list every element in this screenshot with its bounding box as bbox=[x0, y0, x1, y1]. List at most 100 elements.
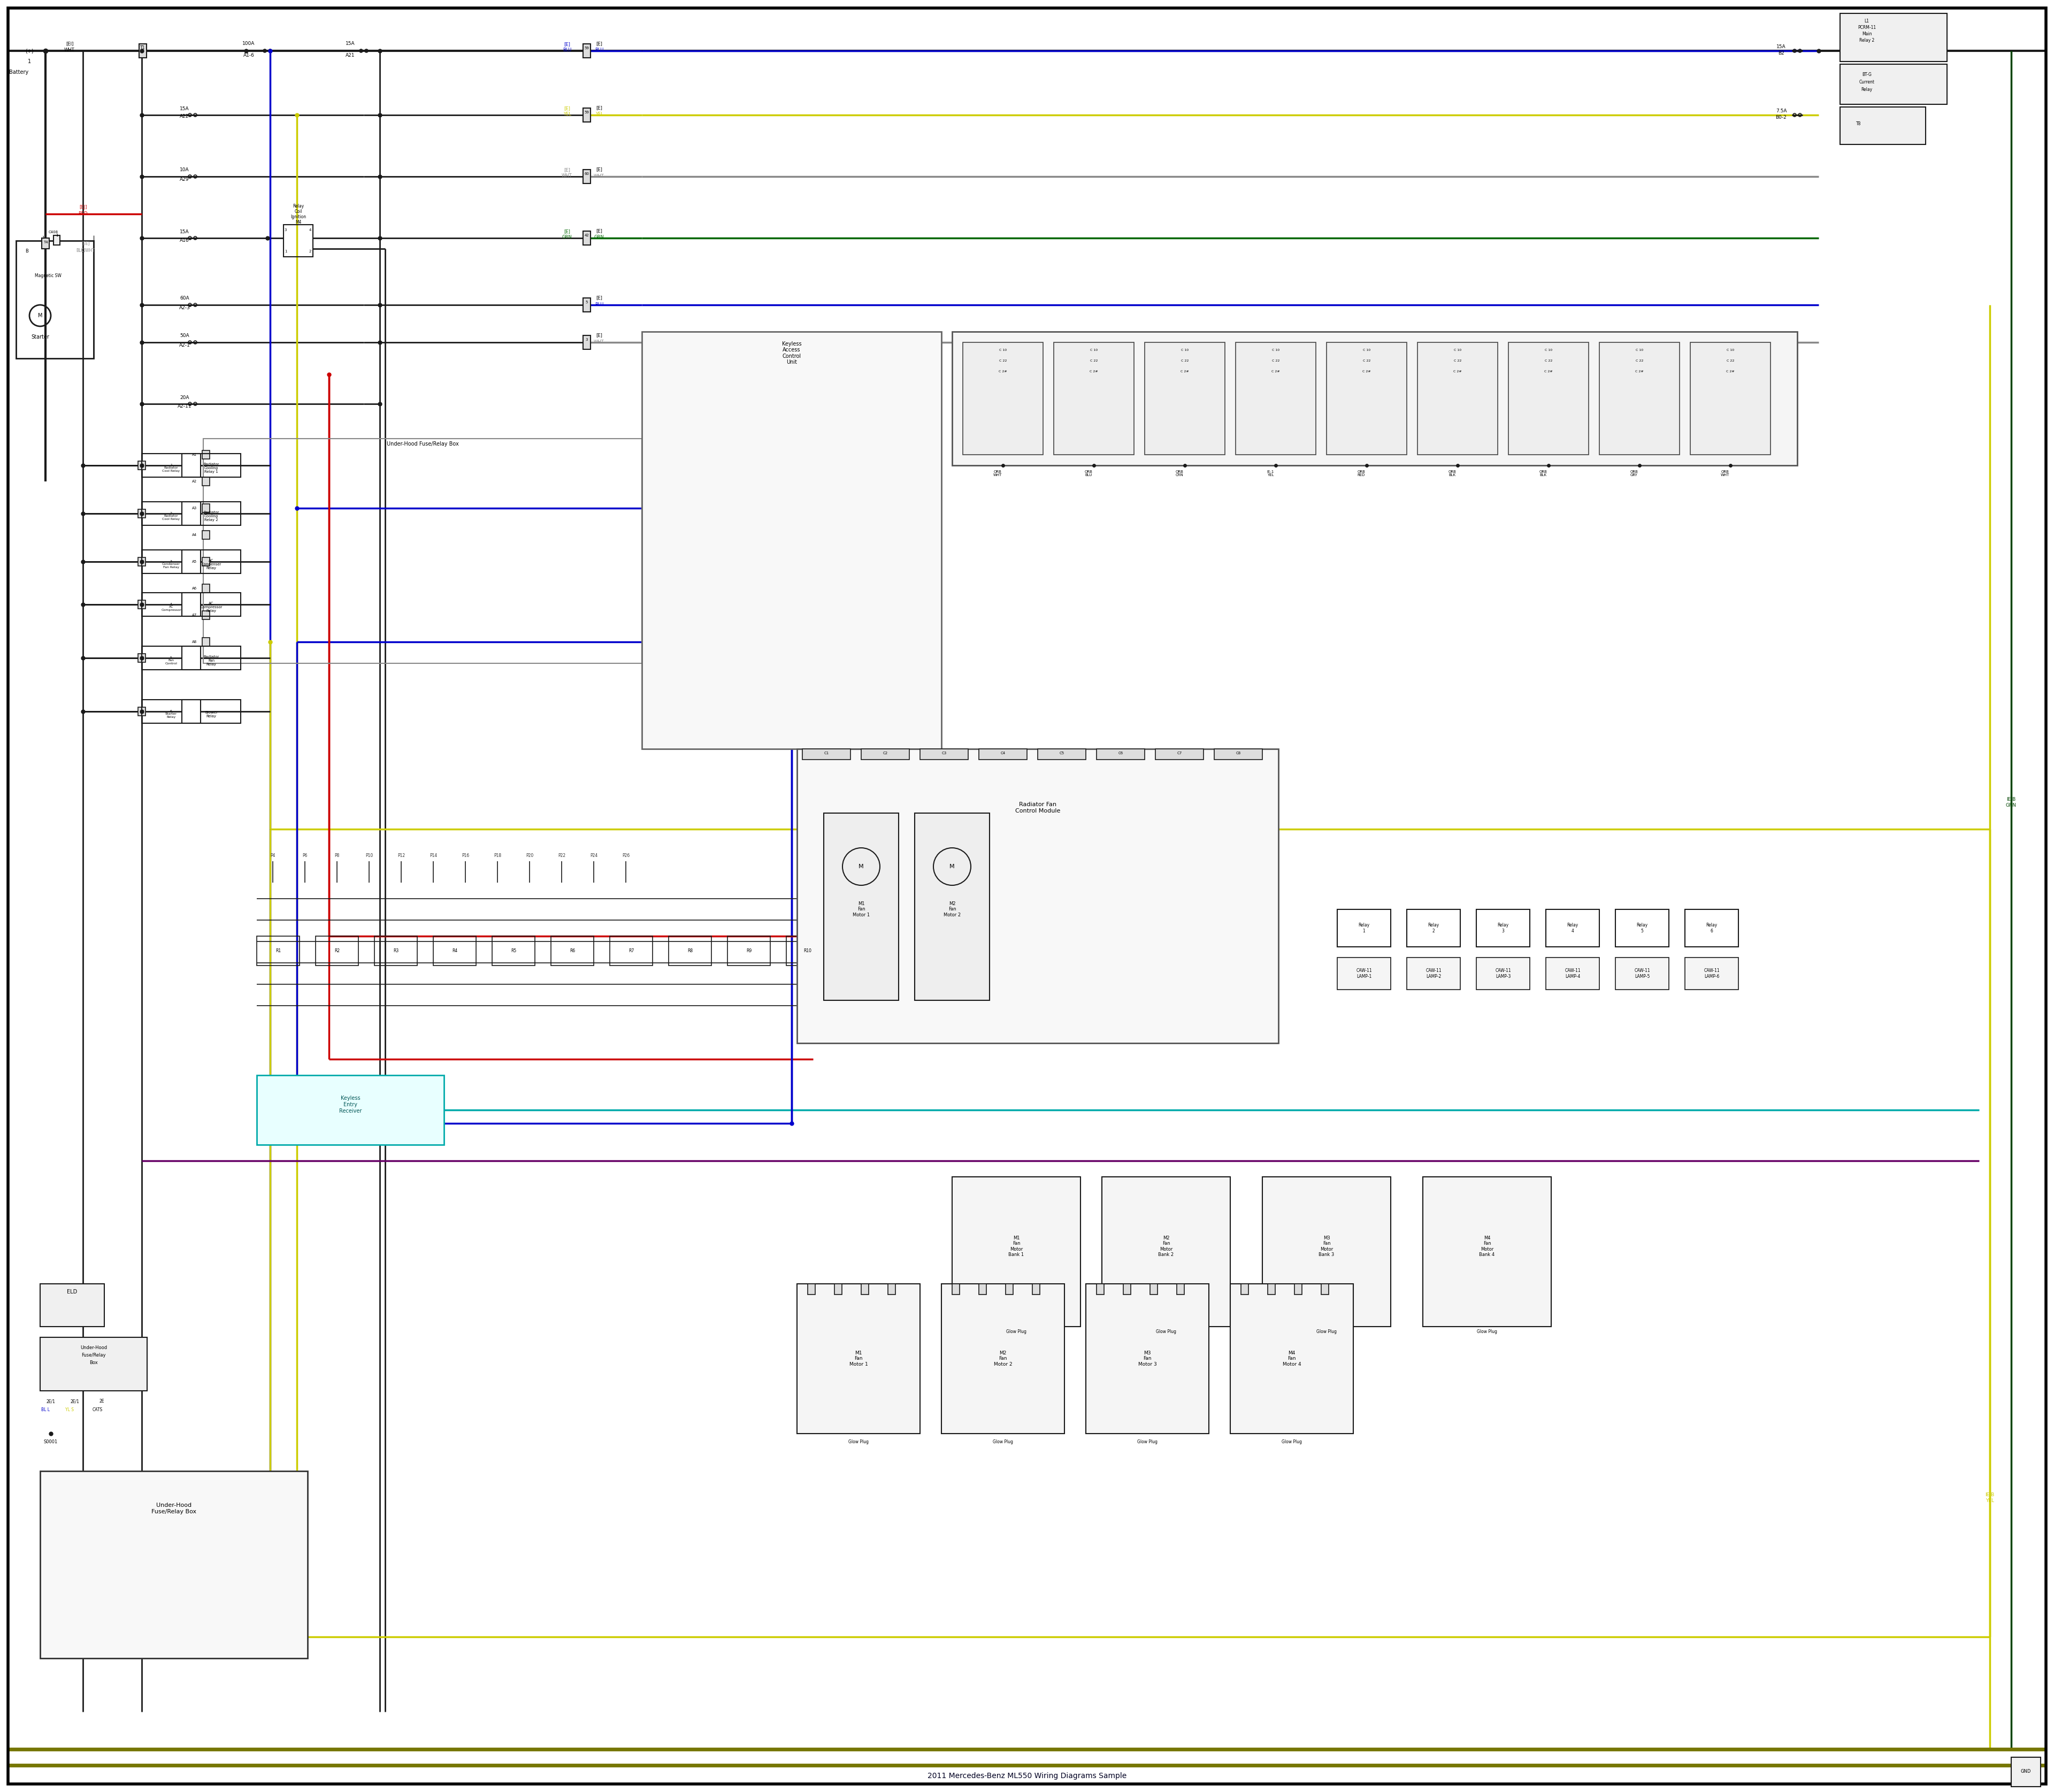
Bar bbox=[787, 935, 830, 966]
Text: C 2#: C 2# bbox=[1091, 371, 1099, 373]
Text: R2: R2 bbox=[335, 948, 339, 953]
Text: Relay
6: Relay 6 bbox=[1707, 923, 1717, 934]
Text: [E]
BLU: [E] BLU bbox=[563, 41, 571, 52]
Bar bbox=[1054, 342, 1134, 455]
Text: Relay
5: Relay 5 bbox=[1637, 923, 1647, 934]
Bar bbox=[797, 1283, 920, 1434]
Bar bbox=[887, 1283, 896, 1294]
Text: 20A: 20A bbox=[181, 394, 189, 400]
Bar bbox=[201, 638, 210, 647]
Text: A2-1: A2-1 bbox=[179, 342, 191, 348]
Text: [E]: [E] bbox=[596, 167, 602, 172]
Text: M1
Fan
Motor 1: M1 Fan Motor 1 bbox=[852, 901, 869, 918]
Bar bbox=[727, 935, 770, 966]
Text: 3
Condenser
Fan Relay: 3 Condenser Fan Relay bbox=[162, 559, 181, 568]
Text: YL S: YL S bbox=[66, 1407, 74, 1412]
Text: Magnetic SW: Magnetic SW bbox=[35, 272, 62, 278]
Text: C 10: C 10 bbox=[1545, 349, 1553, 351]
Bar bbox=[257, 1075, 444, 1145]
Text: CAW-11
LAMP-3: CAW-11 LAMP-3 bbox=[1495, 968, 1512, 978]
Bar bbox=[1037, 749, 1087, 760]
Text: [E]: [E] bbox=[596, 41, 602, 47]
Text: 60: 60 bbox=[585, 172, 589, 176]
Text: Glow Plug: Glow Plug bbox=[992, 1439, 1013, 1444]
Text: IE-1
YEL: IE-1 YEL bbox=[1267, 470, 1273, 477]
Bar bbox=[803, 749, 850, 760]
Bar bbox=[140, 43, 146, 57]
Text: P24: P24 bbox=[589, 853, 598, 858]
Text: WHT: WHT bbox=[594, 339, 604, 344]
Bar bbox=[1337, 909, 1391, 946]
Bar bbox=[1477, 957, 1530, 989]
Text: 3: 3 bbox=[585, 339, 587, 340]
Text: CAW-11
LAMP-5: CAW-11 LAMP-5 bbox=[1635, 968, 1649, 978]
Text: C 2#: C 2# bbox=[1725, 371, 1734, 373]
Bar bbox=[138, 708, 146, 715]
Text: 15A: 15A bbox=[181, 106, 189, 111]
Bar bbox=[1230, 1283, 1354, 1434]
Text: C 2#: C 2# bbox=[1545, 371, 1553, 373]
Bar bbox=[1241, 1283, 1249, 1294]
Text: Keyless
Entry
Receiver: Keyless Entry Receiver bbox=[339, 1095, 362, 1113]
Bar bbox=[283, 224, 312, 256]
Bar bbox=[953, 1177, 1080, 1326]
Text: C2: C2 bbox=[883, 751, 887, 754]
Bar bbox=[980, 749, 1027, 760]
Bar bbox=[861, 1283, 869, 1294]
Bar bbox=[53, 235, 60, 246]
Text: 2E: 2E bbox=[99, 1400, 105, 1403]
Bar bbox=[1614, 909, 1668, 946]
Text: 5
Fan
Control: 5 Fan Control bbox=[164, 656, 177, 665]
Text: Keyless
Access
Control
Unit: Keyless Access Control Unit bbox=[783, 340, 801, 366]
Text: 10A: 10A bbox=[181, 168, 189, 172]
Text: C 22: C 22 bbox=[998, 360, 1006, 362]
Text: C1: C1 bbox=[824, 751, 830, 754]
Bar bbox=[1267, 1283, 1276, 1294]
Text: BLU: BLU bbox=[596, 303, 604, 306]
Bar bbox=[374, 935, 417, 966]
Text: M3
Fan
Motor
Bank 3: M3 Fan Motor Bank 3 bbox=[1319, 1236, 1335, 1258]
Text: A3: A3 bbox=[191, 507, 197, 509]
Bar bbox=[1087, 1283, 1210, 1434]
Bar bbox=[493, 935, 534, 966]
Text: C 10: C 10 bbox=[1091, 349, 1097, 351]
Text: A5: A5 bbox=[191, 561, 197, 563]
Text: Relay
3: Relay 3 bbox=[1497, 923, 1510, 934]
Text: 4: 4 bbox=[308, 228, 312, 231]
Text: P22: P22 bbox=[559, 853, 565, 858]
Bar bbox=[1097, 749, 1144, 760]
Text: S0001: S0001 bbox=[43, 1439, 58, 1444]
Bar bbox=[203, 439, 641, 663]
Bar bbox=[1177, 1283, 1185, 1294]
Bar bbox=[41, 1283, 105, 1326]
Text: Box: Box bbox=[90, 1360, 99, 1366]
Text: 1
Radiator
Cool Relay: 1 Radiator Cool Relay bbox=[162, 464, 181, 473]
Text: T4: T4 bbox=[43, 240, 47, 244]
Text: R5: R5 bbox=[511, 948, 516, 953]
Text: C 22: C 22 bbox=[1181, 360, 1189, 362]
Bar bbox=[142, 647, 201, 670]
Bar bbox=[257, 935, 300, 966]
Bar bbox=[914, 814, 990, 1000]
Text: Battery: Battery bbox=[8, 70, 29, 75]
Text: BLK/WHT: BLK/WHT bbox=[76, 247, 94, 253]
Text: Radiator
Cooling
Relay 2: Radiator Cooling Relay 2 bbox=[203, 511, 220, 521]
Text: M1
Fan
Motor
Bank 1: M1 Fan Motor Bank 1 bbox=[1009, 1236, 1025, 1258]
Text: 3: 3 bbox=[283, 228, 288, 231]
Bar bbox=[142, 502, 201, 525]
Text: CAW-11
LAMP-4: CAW-11 LAMP-4 bbox=[1565, 968, 1580, 978]
Text: C 22: C 22 bbox=[1362, 360, 1370, 362]
Bar bbox=[183, 699, 240, 724]
Text: Ignition: Ignition bbox=[292, 215, 306, 219]
Bar bbox=[1690, 342, 1771, 455]
Text: C 2#: C 2# bbox=[1454, 371, 1462, 373]
Text: C 2#: C 2# bbox=[998, 371, 1006, 373]
Text: P16: P16 bbox=[462, 853, 468, 858]
Bar bbox=[316, 935, 357, 966]
Text: Coil: Coil bbox=[294, 210, 302, 213]
Text: WHT: WHT bbox=[594, 174, 604, 179]
Text: CAW-11
LAMP-1: CAW-11 LAMP-1 bbox=[1356, 968, 1372, 978]
Bar bbox=[953, 332, 1797, 466]
Text: 59: 59 bbox=[585, 47, 589, 50]
Text: B0-2: B0-2 bbox=[1775, 115, 1787, 120]
